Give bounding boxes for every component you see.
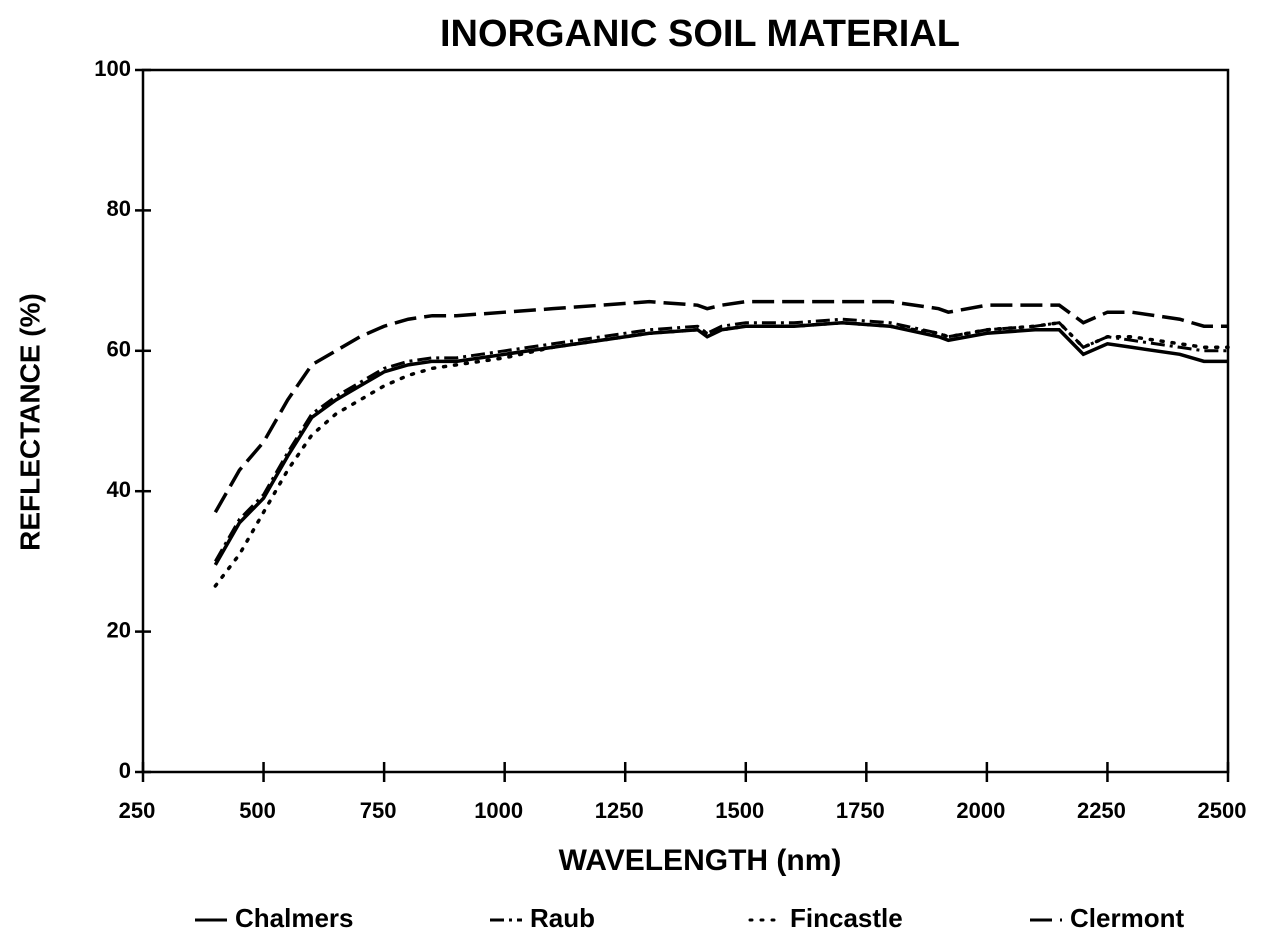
legend-label: Clermont [1070,903,1184,933]
x-tick-label: 1750 [836,798,885,823]
series-line [213,320,1228,566]
x-tick-label: 2500 [1198,798,1247,823]
legend-label: Raub [530,903,595,933]
x-axis-label: WAVELENGTH (nm) [559,844,842,877]
y-axis-label: REFLECTANCE (%) [14,293,45,551]
y-tick-label: 20 [107,617,131,642]
y-tick-label: 0 [119,758,131,783]
x-tick-label: 1500 [715,798,764,823]
chart-title: INORGANIC SOIL MATERIAL [440,13,960,55]
x-tick-label: 1250 [595,798,644,823]
x-tick-label: 1000 [474,798,523,823]
series-line [213,320,1230,588]
series-line [214,317,1228,563]
x-tick-label: 750 [360,798,397,823]
x-tick-label: 2000 [956,798,1005,823]
legend-label: Fincastle [790,903,903,933]
x-tick-label: 2250 [1077,798,1126,823]
plot-frame [141,68,1230,774]
y-tick-label: 100 [94,56,131,81]
y-tick-label: 40 [107,477,131,502]
y-tick-label: 60 [107,337,131,362]
y-tick-label: 80 [107,196,131,221]
legend-label: Chalmers [235,903,354,933]
series-line [213,299,1228,514]
x-tick-label: 500 [239,798,276,823]
x-tick-label: 250 [119,798,156,823]
